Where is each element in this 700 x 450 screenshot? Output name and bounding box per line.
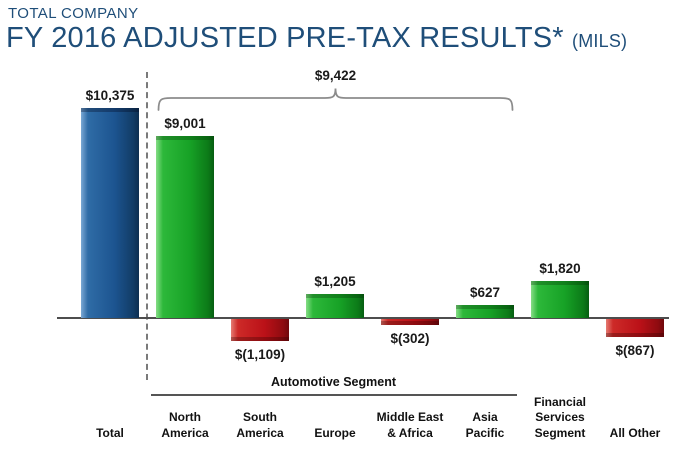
bracket-value-label: $9,422 [314, 68, 357, 83]
value-label-south-america: $(1,109) [234, 347, 286, 363]
value-label-asia-pacific: $627 [469, 285, 501, 301]
zero-axis-line [57, 317, 669, 319]
bar-north-america [156, 135, 214, 318]
automotive-segment-underline [151, 394, 517, 396]
value-label-middle-east-africa: $(302) [390, 331, 430, 347]
value-label-total: $10,375 [85, 88, 135, 103]
category-label-south-america: South America [236, 410, 284, 440]
total-separator-dashed-line [146, 72, 148, 380]
bar-europe [306, 293, 364, 318]
sum-bracket [157, 88, 514, 111]
category-label-asia-pacific: Asia Pacific [465, 410, 505, 440]
automotive-segment-label: Automotive Segment [270, 375, 396, 389]
bar-total [81, 108, 139, 318]
bar-middle-east-africa [381, 319, 439, 326]
category-label-europe: Europe [314, 425, 356, 440]
value-label-all-other: $(867) [615, 342, 655, 358]
page-title-text: FY 2016 ADJUSTED PRE-TAX RESULTS* [6, 22, 564, 54]
category-label-total: Total [96, 425, 124, 440]
value-label-financial-services-segment: $1,820 [539, 261, 581, 277]
category-label-north-america: North America [161, 410, 209, 440]
value-label-north-america: $9,001 [164, 115, 206, 131]
value-label-europe: $1,205 [314, 273, 356, 289]
category-label-all-other: All Other [609, 425, 661, 440]
slide-eyebrow: TOTAL COMPANY [8, 5, 139, 22]
title-units: (MILS) [572, 31, 628, 51]
page-title: FY 2016 ADJUSTED PRE-TAX RESULTS* (MILS) [6, 22, 627, 55]
category-label-middle-east-africa: Middle East & Africa [376, 410, 444, 440]
bar-all-other [606, 319, 664, 337]
bar-financial-services-segment [531, 281, 589, 318]
bar-south-america [231, 319, 289, 342]
bar-asia-pacific [456, 305, 514, 318]
category-label-financial-services-segment: Financial Services Segment [533, 394, 586, 440]
